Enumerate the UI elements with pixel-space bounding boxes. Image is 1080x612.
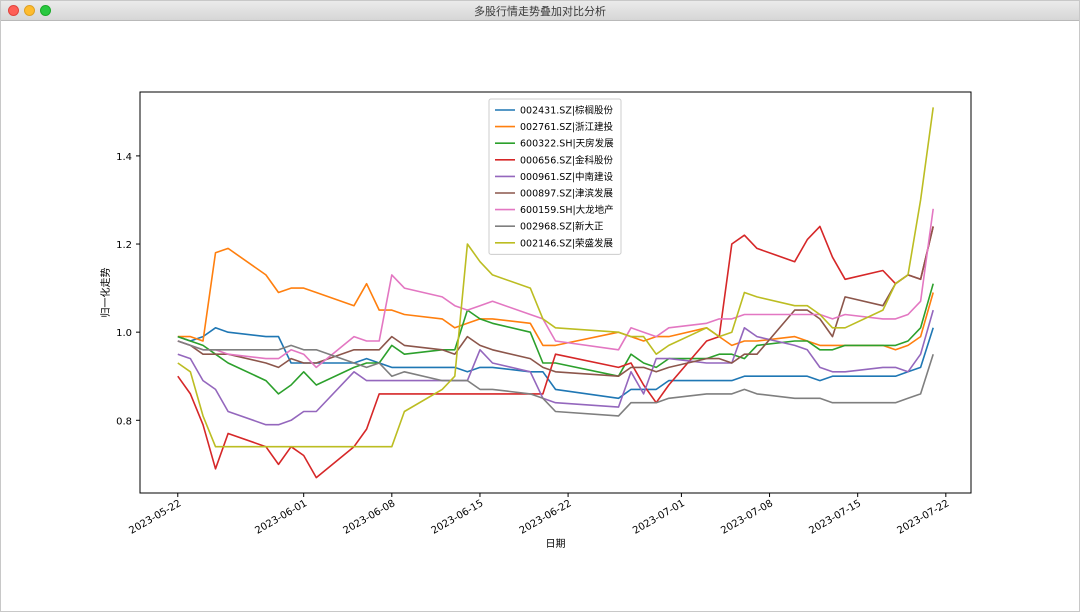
legend-label-9: 002146.SZ|荣盛发展 xyxy=(520,237,614,249)
series-line-6 xyxy=(177,226,934,378)
series-line-9 xyxy=(177,107,934,448)
series-line-4 xyxy=(177,225,934,479)
series-line-3 xyxy=(177,283,934,395)
legend-label-1: 002431.SZ|棕榈股份 xyxy=(520,105,614,117)
x-tick-label: 2023-07-22 xyxy=(895,498,951,537)
series-line-2 xyxy=(177,247,934,351)
y-tick-label: 1.4 xyxy=(116,152,132,163)
legend-label-8: 002968.SZ|新大正 xyxy=(520,221,604,233)
legend-label-3: 600322.SH|天房发展 xyxy=(520,138,614,150)
x-tick-label: 2023-05-22 xyxy=(127,498,183,537)
x-tick-label: 2023-07-08 xyxy=(719,498,775,537)
x-tick-label: 2023-06-01 xyxy=(253,498,309,537)
window-title: 多股行情走势叠加对比分析 xyxy=(474,5,606,18)
y-tick-label: 0.8 xyxy=(116,416,132,427)
series-line-8 xyxy=(177,340,934,417)
series-line-1 xyxy=(177,326,934,400)
legend-label-7: 600159.SH|大龙地产 xyxy=(520,204,614,216)
x-tick-label: 2023-06-08 xyxy=(341,498,397,537)
close-window-button[interactable] xyxy=(8,5,19,16)
legend-label-4: 000656.SZ|金科股份 xyxy=(520,154,614,166)
legend-label-6: 000897.SZ|津滨发展 xyxy=(520,188,614,200)
legend-label-5: 000961.SZ|中南建设 xyxy=(520,171,614,183)
y-tick-label: 1.2 xyxy=(116,240,132,251)
x-axis-label: 日期 xyxy=(546,538,566,550)
zoom-window-button[interactable] xyxy=(40,5,51,16)
x-tick-label: 2023-06-15 xyxy=(430,498,486,537)
minimize-window-button[interactable] xyxy=(24,5,35,16)
legend-box xyxy=(488,98,622,255)
line-chart: 0.8 1.0 1.2 1.4 2023-05-22 2023-06-01 2023-06-… xyxy=(99,91,972,550)
title-bar: 多股行情走势叠加对比分析 xyxy=(1,1,1079,21)
x-tick-label: 2023-07-01 xyxy=(631,498,687,537)
y-axis-label: 归一化走势 xyxy=(99,268,112,318)
x-tick-label: 2023-07-15 xyxy=(807,498,863,537)
plot-frame xyxy=(139,91,972,494)
y-tick-label: 1.0 xyxy=(116,328,132,339)
legend-label-2: 002761.SZ|浙江建投 xyxy=(520,121,614,133)
x-tick-label: 2023-06-22 xyxy=(518,498,574,537)
